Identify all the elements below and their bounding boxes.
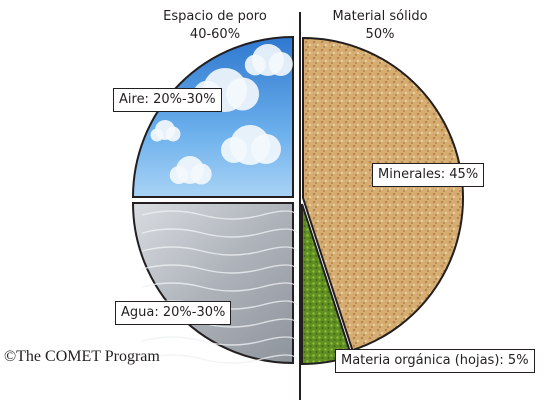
pore-space-value: 40-60%: [189, 27, 241, 42]
minerals-slice-label: Minerales: 45%: [372, 163, 485, 187]
cloud-texture: [150, 128, 164, 142]
cloud-texture: [226, 77, 260, 111]
water-ripple-texture: [141, 282, 298, 292]
pore-space-title: Espacio de poro: [163, 9, 267, 24]
solid-material-value: 50%: [365, 27, 395, 42]
solid-material-title: Material sólido: [332, 9, 428, 24]
cloud-texture: [244, 54, 266, 76]
air-slice-label: Aire: 20%-30%: [113, 88, 222, 112]
water-ripple-texture: [141, 336, 298, 346]
water-slice-label: Agua: 20%-30%: [115, 301, 232, 325]
organic-matter-slice-label: Materia orgánica (hojas): 5%: [335, 349, 535, 373]
water-ripple-texture: [141, 264, 298, 274]
water-ripple-texture: [141, 246, 298, 256]
solid-material-header: Material sólido 50%: [310, 8, 450, 44]
cloud-texture: [251, 134, 281, 164]
pore-space-header: Espacio de poro 40-60%: [150, 8, 280, 44]
copyright-credit: ©The COMET Program: [4, 348, 160, 365]
cloud-texture: [165, 126, 181, 142]
cloud-texture: [190, 163, 212, 185]
water-ripple-texture: [141, 354, 298, 364]
cloud-texture: [268, 52, 293, 76]
water-ripple-texture: [141, 228, 298, 238]
cloud-texture: [169, 165, 188, 185]
cloud-texture: [221, 137, 247, 163]
texture-layer: [141, 44, 298, 364]
water-ripple-texture: [141, 210, 298, 220]
